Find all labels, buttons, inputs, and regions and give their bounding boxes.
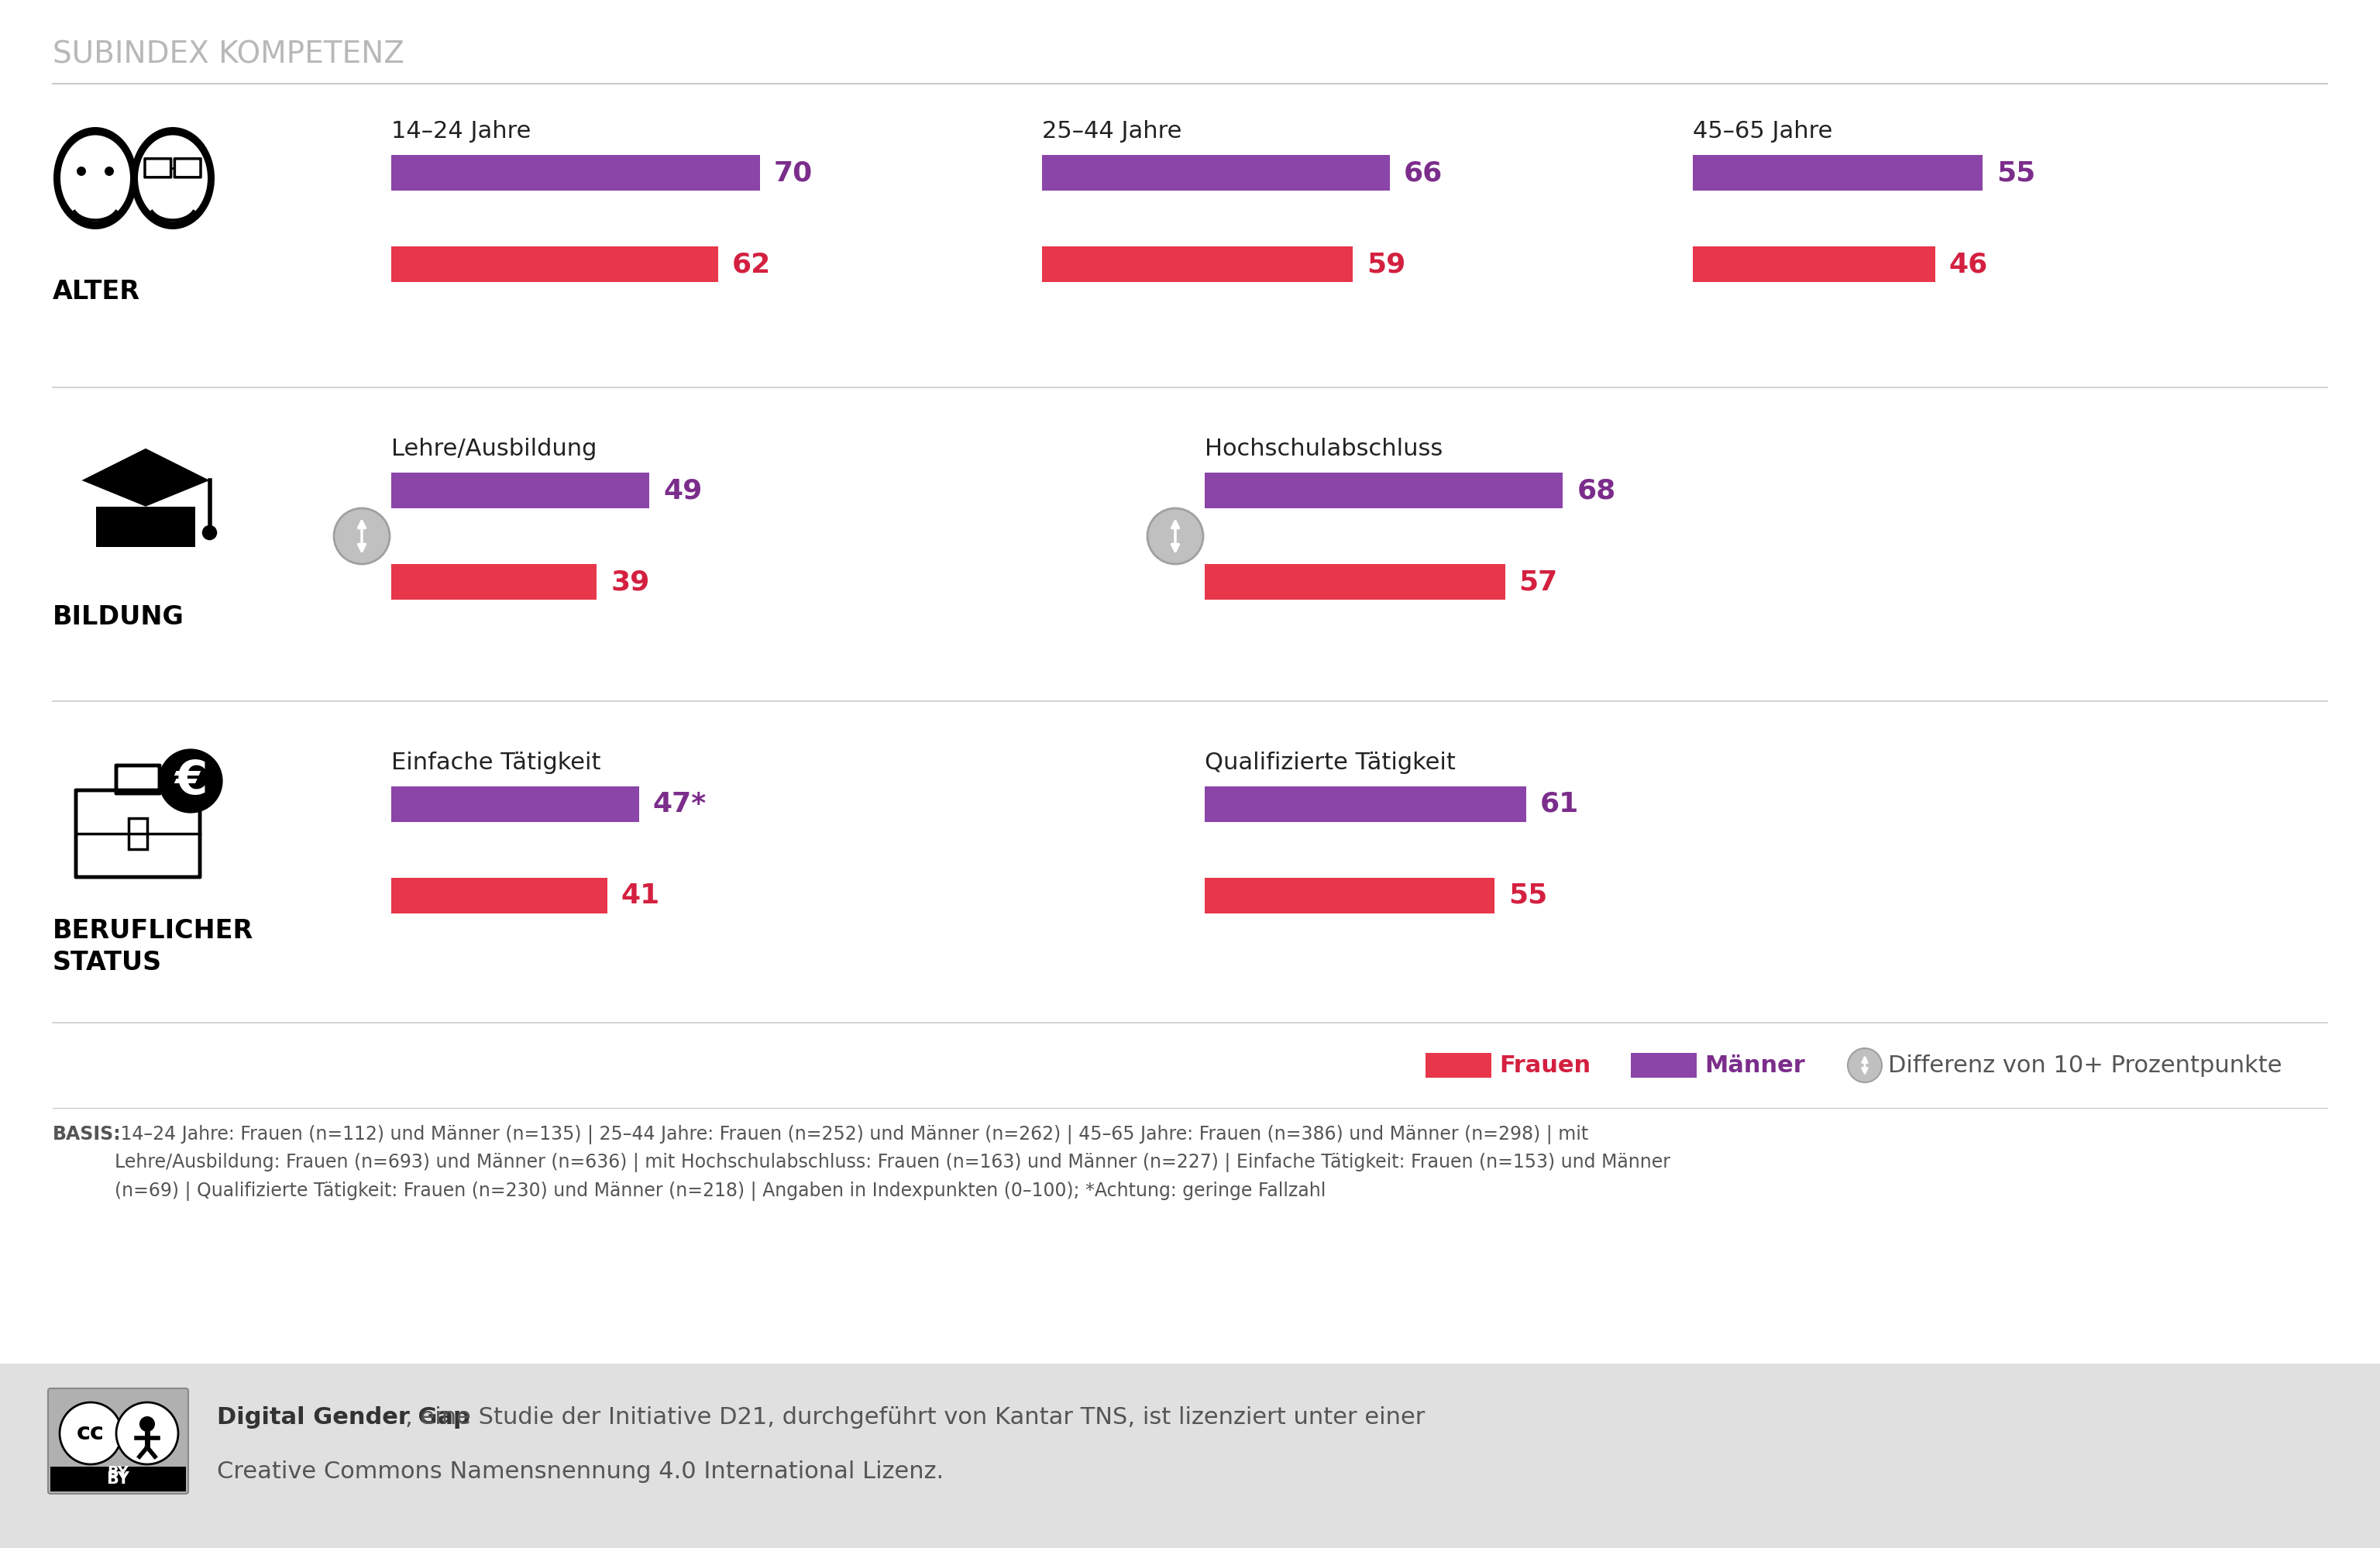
Circle shape bbox=[105, 167, 114, 176]
Text: , eine Studie der Initiative D21, durchgeführt von Kantar TNS, ist lizenziert un: , eine Studie der Initiative D21, durchg… bbox=[405, 1406, 1426, 1429]
Text: 68: 68 bbox=[1578, 477, 1616, 503]
Text: Digital Gender Gap: Digital Gender Gap bbox=[217, 1406, 471, 1429]
FancyBboxPatch shape bbox=[50, 1466, 186, 1491]
FancyBboxPatch shape bbox=[390, 155, 759, 190]
Text: Creative Commons Namensnennung 4.0 International Lizenz.: Creative Commons Namensnennung 4.0 Inter… bbox=[217, 1460, 945, 1483]
Circle shape bbox=[202, 525, 217, 540]
Text: Lehre/Ausbildung: Lehre/Ausbildung bbox=[390, 438, 597, 460]
Text: 47*: 47* bbox=[652, 791, 707, 817]
Circle shape bbox=[140, 1416, 155, 1432]
Text: BY: BY bbox=[107, 1464, 129, 1480]
Text: Differenz von 10+ Prozentpunkte: Differenz von 10+ Prozentpunkte bbox=[1887, 1054, 2282, 1076]
FancyBboxPatch shape bbox=[1204, 786, 1526, 822]
Text: BILDUNG: BILDUNG bbox=[52, 604, 183, 630]
Text: Hochschulabschluss: Hochschulabschluss bbox=[1204, 438, 1442, 460]
FancyBboxPatch shape bbox=[1692, 155, 1983, 190]
Circle shape bbox=[117, 1402, 178, 1464]
Text: 59: 59 bbox=[1366, 251, 1407, 277]
FancyBboxPatch shape bbox=[1426, 1053, 1492, 1077]
FancyBboxPatch shape bbox=[1042, 246, 1352, 282]
Text: 55: 55 bbox=[1509, 882, 1547, 909]
Text: Frauen: Frauen bbox=[1499, 1054, 1590, 1076]
Text: BERUFLICHER
STATUS: BERUFLICHER STATUS bbox=[52, 918, 255, 975]
Text: BASIS:: BASIS: bbox=[52, 1125, 121, 1144]
Text: 46: 46 bbox=[1949, 251, 1987, 277]
Text: Männer: Männer bbox=[1704, 1054, 1804, 1076]
Text: Qualifizierte Tätigkeit: Qualifizierte Tätigkeit bbox=[1204, 751, 1457, 774]
FancyBboxPatch shape bbox=[1204, 563, 1504, 599]
Text: 45–65 Jahre: 45–65 Jahre bbox=[1692, 121, 1833, 142]
FancyBboxPatch shape bbox=[390, 246, 719, 282]
Text: Einfache Tätigkeit: Einfache Tätigkeit bbox=[390, 751, 600, 774]
Text: BY: BY bbox=[107, 1471, 131, 1486]
Text: 62: 62 bbox=[731, 251, 771, 277]
Text: cc: cc bbox=[76, 1423, 105, 1444]
FancyBboxPatch shape bbox=[1042, 155, 1390, 190]
Text: 49: 49 bbox=[664, 477, 702, 503]
FancyBboxPatch shape bbox=[390, 878, 607, 913]
Ellipse shape bbox=[60, 135, 131, 221]
Circle shape bbox=[1847, 1048, 1883, 1082]
Ellipse shape bbox=[131, 127, 214, 229]
Circle shape bbox=[76, 167, 86, 176]
Polygon shape bbox=[81, 449, 209, 506]
Text: 66: 66 bbox=[1404, 159, 1442, 186]
Text: ALTER: ALTER bbox=[52, 279, 140, 305]
Text: €: € bbox=[174, 759, 207, 803]
Ellipse shape bbox=[52, 127, 138, 229]
FancyBboxPatch shape bbox=[1692, 246, 1935, 282]
Text: 39: 39 bbox=[612, 568, 650, 594]
Circle shape bbox=[1147, 508, 1204, 563]
Text: 14–24 Jahre: Frauen (n=112) und Männer (n=135) | 25–44 Jahre: Frauen (n=252) und: 14–24 Jahre: Frauen (n=112) und Männer (… bbox=[114, 1125, 1671, 1201]
FancyBboxPatch shape bbox=[48, 1389, 188, 1494]
FancyBboxPatch shape bbox=[390, 563, 597, 599]
FancyBboxPatch shape bbox=[390, 786, 638, 822]
Circle shape bbox=[333, 508, 390, 563]
Text: 55: 55 bbox=[1997, 159, 2035, 186]
FancyBboxPatch shape bbox=[1204, 878, 1495, 913]
FancyBboxPatch shape bbox=[1204, 472, 1564, 508]
Text: 41: 41 bbox=[621, 882, 659, 909]
Circle shape bbox=[60, 1402, 121, 1464]
Circle shape bbox=[159, 749, 224, 813]
FancyBboxPatch shape bbox=[1630, 1053, 1697, 1077]
Text: 25–44 Jahre: 25–44 Jahre bbox=[1042, 121, 1183, 142]
Ellipse shape bbox=[138, 135, 207, 221]
FancyBboxPatch shape bbox=[0, 1364, 2380, 1548]
FancyBboxPatch shape bbox=[95, 506, 195, 546]
Text: 57: 57 bbox=[1518, 568, 1559, 594]
FancyBboxPatch shape bbox=[390, 472, 650, 508]
Text: 61: 61 bbox=[1540, 791, 1578, 817]
Text: 70: 70 bbox=[774, 159, 814, 186]
Text: 14–24 Jahre: 14–24 Jahre bbox=[390, 121, 531, 142]
Text: SUBINDEX KOMPETENZ: SUBINDEX KOMPETENZ bbox=[52, 40, 405, 70]
